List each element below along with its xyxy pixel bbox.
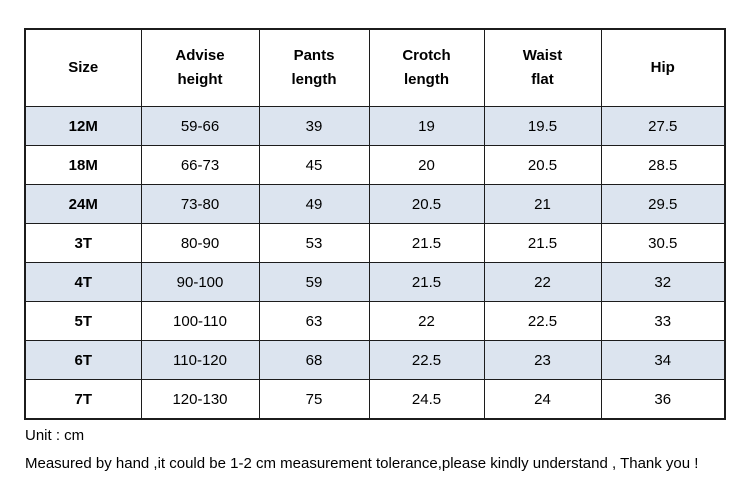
value-cell: 24.5: [368, 379, 485, 420]
table-row-4t: 4T 90-100 59 21.5 22 32: [24, 262, 726, 302]
value-cell: 90-100: [140, 262, 260, 302]
value-cell: 33: [600, 301, 726, 341]
value-cell: 20: [368, 145, 485, 185]
size-cell: 5T: [24, 301, 142, 341]
value-cell: 23: [483, 340, 602, 380]
value-cell: 59-66: [140, 106, 260, 146]
value-cell: 80-90: [140, 223, 260, 263]
column-header-advise-height: Advise height: [140, 28, 260, 107]
value-cell: 100-110: [140, 301, 260, 341]
value-cell: 19.5: [483, 106, 602, 146]
column-header-waist-flat: Waist flat: [483, 28, 602, 107]
value-cell: 75: [258, 379, 370, 420]
value-cell: 28.5: [600, 145, 726, 185]
value-cell: 24: [483, 379, 602, 420]
value-cell: 120-130: [140, 379, 260, 420]
table-row-24m: 24M 73-80 49 20.5 21 29.5: [24, 184, 726, 224]
value-cell: 20.5: [483, 145, 602, 185]
value-cell: 21.5: [368, 223, 485, 263]
value-cell: 63: [258, 301, 370, 341]
value-cell: 49: [258, 184, 370, 224]
value-cell: 21.5: [483, 223, 602, 263]
column-header-hip: Hip: [600, 28, 726, 107]
size-cell: 7T: [24, 379, 142, 420]
value-cell: 27.5: [600, 106, 726, 146]
size-cell: 3T: [24, 223, 142, 263]
table-row-7t: 7T 120-130 75 24.5 24 36: [24, 379, 726, 420]
column-header-crotch-length: Crotch length: [368, 28, 485, 107]
table-row-5t: 5T 100-110 63 22 22.5 33: [24, 301, 726, 341]
value-cell: 59: [258, 262, 370, 302]
value-cell: 66-73: [140, 145, 260, 185]
value-cell: 30.5: [600, 223, 726, 263]
value-cell: 22.5: [368, 340, 485, 380]
value-cell: 29.5: [600, 184, 726, 224]
value-cell: 110-120: [140, 340, 260, 380]
value-cell: 45: [258, 145, 370, 185]
value-cell: 73-80: [140, 184, 260, 224]
table-row-6t: 6T 110-120 68 22.5 23 34: [24, 340, 726, 380]
table-header-row: Size Advise height Pants length Crotch l…: [24, 28, 726, 107]
value-cell: 34: [600, 340, 726, 380]
size-chart-page: Size Advise height Pants length Crotch l…: [24, 28, 730, 473]
value-cell: 22.5: [483, 301, 602, 341]
size-cell: 18M: [24, 145, 142, 185]
value-cell: 21.5: [368, 262, 485, 302]
size-cell: 12M: [24, 106, 142, 146]
value-cell: 68: [258, 340, 370, 380]
column-header-size: Size: [24, 28, 142, 107]
value-cell: 39: [258, 106, 370, 146]
column-header-pants-length: Pants length: [258, 28, 370, 107]
unit-note: Unit : cm: [25, 427, 85, 444]
table-row-18m: 18M 66-73 45 20 20.5 28.5: [24, 145, 726, 185]
size-cell: 24M: [24, 184, 142, 224]
value-cell: 19: [368, 106, 485, 146]
table-row-12m: 12M 59-66 39 19 19.5 27.5: [24, 106, 726, 146]
value-cell: 22: [368, 301, 485, 341]
table-row-3t: 3T 80-90 53 21.5 21.5 30.5: [24, 223, 726, 263]
footer-notes: Unit : cm Measured by hand ,it could be …: [24, 427, 730, 473]
value-cell: 20.5: [368, 184, 485, 224]
value-cell: 22: [483, 262, 602, 302]
value-cell: 32: [600, 262, 726, 302]
size-cell: 4T: [24, 262, 142, 302]
value-cell: 36: [600, 379, 726, 420]
value-cell: 53: [258, 223, 370, 263]
value-cell: 21: [483, 184, 602, 224]
size-chart-table: Size Advise height Pants length Crotch l…: [24, 28, 726, 420]
tolerance-note: Measured by hand ,it could be 1-2 cm mea…: [25, 455, 699, 472]
size-cell: 6T: [24, 340, 142, 380]
